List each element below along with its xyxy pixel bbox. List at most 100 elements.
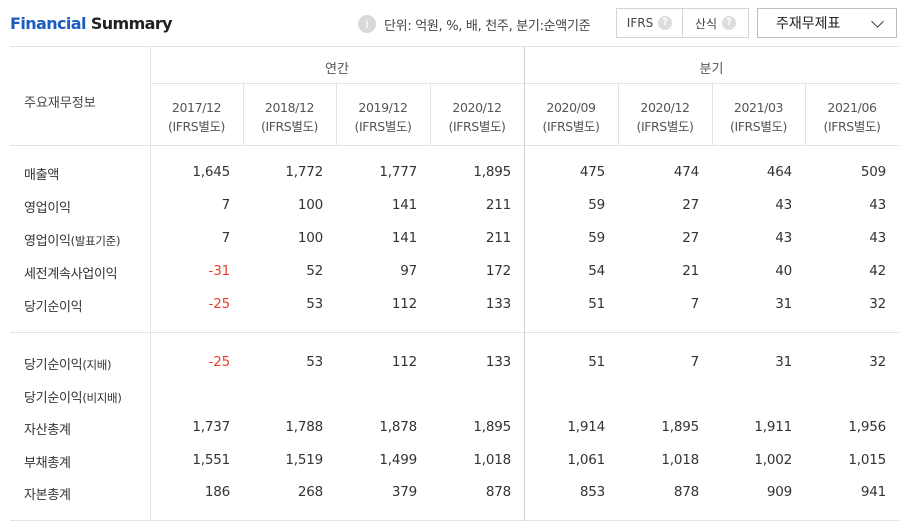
header-bottom-border — [10, 145, 899, 146]
column-basis: (IFRS별도) — [260, 119, 319, 134]
table-cell: 53 — [306, 354, 323, 370]
table-cell: 509 — [860, 164, 886, 180]
row-label-main: 부채총계 — [24, 456, 71, 471]
table-cell: 31 — [775, 354, 792, 370]
quarterly-header: 분기 — [699, 62, 724, 77]
column-period: 2020/12 — [452, 100, 502, 115]
table-cell: 1,895 — [473, 419, 511, 435]
row-label-sub: (발표기준) — [70, 234, 121, 248]
table-cell: 878 — [485, 484, 511, 500]
table-cell: 379 — [391, 484, 417, 500]
table-cell: 878 — [673, 484, 699, 500]
table-cell: 59 — [588, 230, 605, 246]
table-cell: 59 — [588, 197, 605, 213]
table-cell: 51 — [588, 354, 605, 370]
column-period: 2020/12 — [640, 100, 690, 115]
table-cell: 909 — [766, 484, 792, 500]
table-cell: 1,737 — [192, 419, 230, 435]
row-label: 당기순이익(지배) — [24, 354, 112, 373]
ifrs-label: IFRS — [626, 16, 654, 30]
table-cell: 112 — [391, 354, 417, 370]
table-cell: 1,645 — [192, 164, 230, 180]
row-label-main: 당기순이익 — [24, 358, 83, 373]
row-label-sub: (비지배) — [82, 391, 122, 405]
title-summary: Summary — [85, 14, 173, 33]
table-cell: 141 — [391, 197, 417, 213]
table-cell: 1,551 — [192, 452, 230, 468]
unit-note: 단위: 억원, %, 배, 천주, 분기:순액기준 — [384, 19, 591, 34]
table-cell: 1,911 — [754, 419, 792, 435]
table-cell: 52 — [306, 263, 323, 279]
annual-quarter-divider — [524, 46, 525, 521]
annual-header: 연간 — [325, 62, 349, 77]
table-cell: 1,061 — [567, 452, 605, 468]
table-cell: 43 — [869, 230, 886, 246]
table-cell: 133 — [485, 296, 511, 312]
table-cell: 1,499 — [379, 452, 417, 468]
table-cell: 27 — [682, 197, 699, 213]
column-header: 2017/12 (IFRS별도) — [150, 98, 243, 136]
row-label: 영업이익(발표기준) — [24, 230, 120, 249]
help-icon[interactable]: ? — [722, 16, 737, 30]
table-cell: 42 — [869, 263, 886, 279]
table-cell: 1,519 — [285, 452, 323, 468]
statement-select[interactable]: 주재무제표 — [757, 8, 897, 38]
column-basis: (IFRS별도) — [354, 119, 412, 134]
column-divider — [243, 84, 244, 145]
table-cell: 27 — [682, 230, 699, 246]
table-cell: 1,914 — [567, 419, 605, 435]
column-period: 2020/09 — [546, 100, 596, 115]
column-divider — [712, 84, 713, 145]
row-label-sub: (지배) — [82, 358, 112, 372]
table-cell: 43 — [869, 197, 886, 213]
table-cell: 31 — [775, 296, 792, 312]
ifrs-toggle[interactable]: IFRS ? — [617, 9, 682, 37]
table-cell: -25 — [208, 354, 231, 370]
table-cell: 1,015 — [848, 452, 886, 468]
column-header: 2021/03 (IFRS별도) — [712, 98, 805, 136]
row-label-main: 당기순이익 — [24, 300, 83, 315]
table-cell: 853 — [579, 484, 605, 500]
table-cell: 1,895 — [473, 164, 511, 180]
table-cell: 100 — [297, 197, 323, 213]
table-cell: 172 — [485, 263, 511, 279]
title-financial: Financial — [10, 14, 86, 33]
column-period: 2018/12 — [264, 100, 315, 115]
formula-toggle[interactable]: 산식 ? — [682, 9, 748, 37]
table-cell: 464 — [766, 164, 792, 180]
row-label: 자산총계 — [24, 419, 71, 438]
table-cell: 141 — [391, 230, 417, 246]
column-period: 2021/06 — [827, 100, 877, 115]
row-label: 영업이익 — [24, 197, 71, 216]
column-divider — [618, 84, 619, 145]
table-cell: 53 — [306, 296, 323, 312]
chevron-down-icon — [871, 15, 884, 28]
label-column-divider — [150, 46, 151, 521]
column-divider — [336, 84, 337, 145]
table-cell: 186 — [204, 484, 230, 500]
table-cell: 21 — [682, 263, 699, 279]
column-basis: (IFRS별도) — [167, 119, 226, 134]
help-icon[interactable]: ? — [658, 16, 673, 30]
table-cell: 1,018 — [661, 452, 699, 468]
table-cell: 1,956 — [848, 419, 886, 435]
table-cell: 474 — [673, 164, 699, 180]
column-header: 2020/09 (IFRS별도) — [524, 98, 618, 136]
column-basis: (IFRS별도) — [636, 119, 694, 134]
table-cell: 133 — [485, 354, 511, 370]
column-basis: (IFRS별도) — [729, 119, 788, 134]
column-period: 2017/12 — [171, 100, 222, 115]
row-label-main: 세전계속사업이익 — [24, 267, 118, 282]
financial-summary-table: 주요재무정보 연간 분기 2017/12 (IFRS별도) 2018/12 (IFRS… — [10, 46, 899, 521]
statement-select-value: 주재무제표 — [776, 16, 841, 32]
table-cell: 40 — [775, 263, 792, 279]
row-label: 부채총계 — [24, 452, 71, 471]
table-cell: -31 — [208, 263, 231, 279]
info-icon[interactable]: i — [358, 15, 376, 33]
table-cell: 941 — [860, 484, 886, 500]
column-period: 2021/03 — [733, 100, 784, 115]
group-divider — [10, 332, 899, 333]
table-cell: 1,002 — [754, 452, 792, 468]
table-cell: 7 — [221, 230, 231, 246]
row-label-main: 영업이익 — [24, 234, 71, 249]
